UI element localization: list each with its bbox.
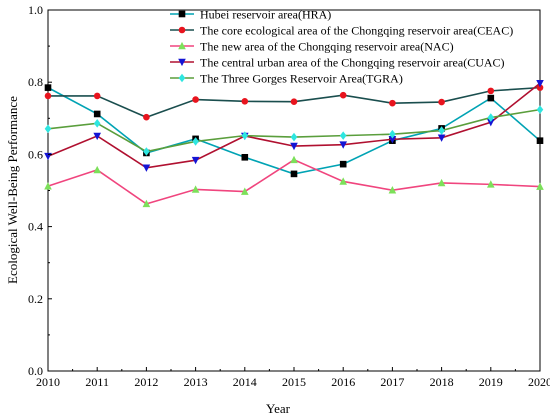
data-point [44,182,52,190]
data-point [290,170,298,178]
legend-swatch-marker [178,41,186,50]
x-tick-label: 2010 [36,375,60,389]
x-tick-label: 2020 [528,375,550,389]
plot-area [47,9,541,372]
data-point [536,105,544,114]
series-1 [44,84,544,121]
legend-label: The core ecological area of the Chongqin… [200,24,513,38]
data-point [241,98,249,105]
data-point [241,131,249,140]
x-tick-label: 2013 [184,375,208,389]
data-point [536,182,544,190]
legend-swatch-marker [178,73,186,83]
legend: Hubei reservoir area(HRA) The core ecolog… [170,8,513,86]
legend-label: The central urban area of the Chongqing … [200,56,505,70]
data-point [93,110,101,118]
y-tick-label: 0.6 [28,147,43,161]
y-tick-label: 0.2 [28,292,43,306]
x-tick-label: 2012 [134,375,158,389]
data-point [437,134,446,142]
data-point [339,131,347,140]
data-point [142,164,151,172]
legend-swatch-marker [178,26,186,34]
data-point [44,84,52,91]
data-point [44,92,52,100]
x-tick-label: 2011 [85,375,109,389]
plot-frame [47,9,541,372]
data-point [290,142,298,151]
legend-swatch-marker [178,58,186,67]
data-point [192,137,199,146]
legend-item: Hubei reservoir area(HRA) [170,8,331,22]
series-layer [44,79,544,208]
data-point [487,94,495,102]
data-point [438,126,445,135]
data-point [143,113,150,121]
data-point [93,119,101,128]
data-point [44,124,52,134]
data-point [388,135,397,144]
y-tick-label: 0.8 [28,75,43,89]
data-point [437,178,446,187]
data-point [290,155,298,164]
data-point [290,98,298,105]
legend-label: The Three Gorges Reservoir Area(TGRA) [200,72,403,86]
data-point [536,137,544,144]
data-point [389,129,396,139]
x-axis-label: Year [266,401,291,416]
legend-item: The new area of the Chongqing reservoir … [170,40,454,54]
data-point [487,180,495,188]
data-point [191,185,200,193]
data-point [93,165,101,174]
x-tick-label: 2019 [479,375,503,389]
data-point [339,91,347,99]
y-tick-label: 1.0 [28,3,43,17]
y-tick-label: 0.4 [28,220,43,234]
y-tick-label: 0.0 [28,364,43,378]
data-point [192,96,199,103]
data-point [241,153,249,161]
x-tick-label: 2014 [233,375,257,389]
x-tick-label: 2017 [380,375,404,389]
data-point [536,84,544,91]
data-point [241,187,249,195]
data-point [339,160,347,168]
data-point [142,199,151,208]
legend-label: Hubei reservoir area(HRA) [200,8,331,22]
legend-swatch-marker [178,10,186,18]
legend-item: The central urban area of the Chongqing … [170,56,505,70]
x-tick-label: 2015 [282,375,306,389]
data-point [93,132,101,141]
data-point [290,132,298,142]
data-point [487,87,495,95]
data-point [143,147,150,156]
x-tick-label: 2018 [430,375,454,389]
data-point [487,113,495,122]
series-2 [44,155,544,208]
data-point [389,99,396,107]
legend-label: The new area of the Chongqing reservoir … [200,40,454,54]
data-point [536,79,544,88]
data-point [93,92,101,100]
legend-item: The core ecological area of the Chongqin… [170,24,513,38]
data-point [487,118,495,127]
axis-layer: 2010 2011 2012 2013 2014 2015 2016 2017 2018 2019… [28,3,550,389]
data-point [388,186,397,194]
series-4 [44,105,544,156]
data-point [438,98,445,106]
data-point [191,156,200,165]
legend-item: The Three Gorges Reservoir Area(TGRA) [170,72,403,86]
x-tick-label: 2016 [331,375,355,389]
y-axis-label: Ecological Well-Being Performance [5,96,20,284]
data-point [339,177,347,185]
data-point [339,141,347,149]
